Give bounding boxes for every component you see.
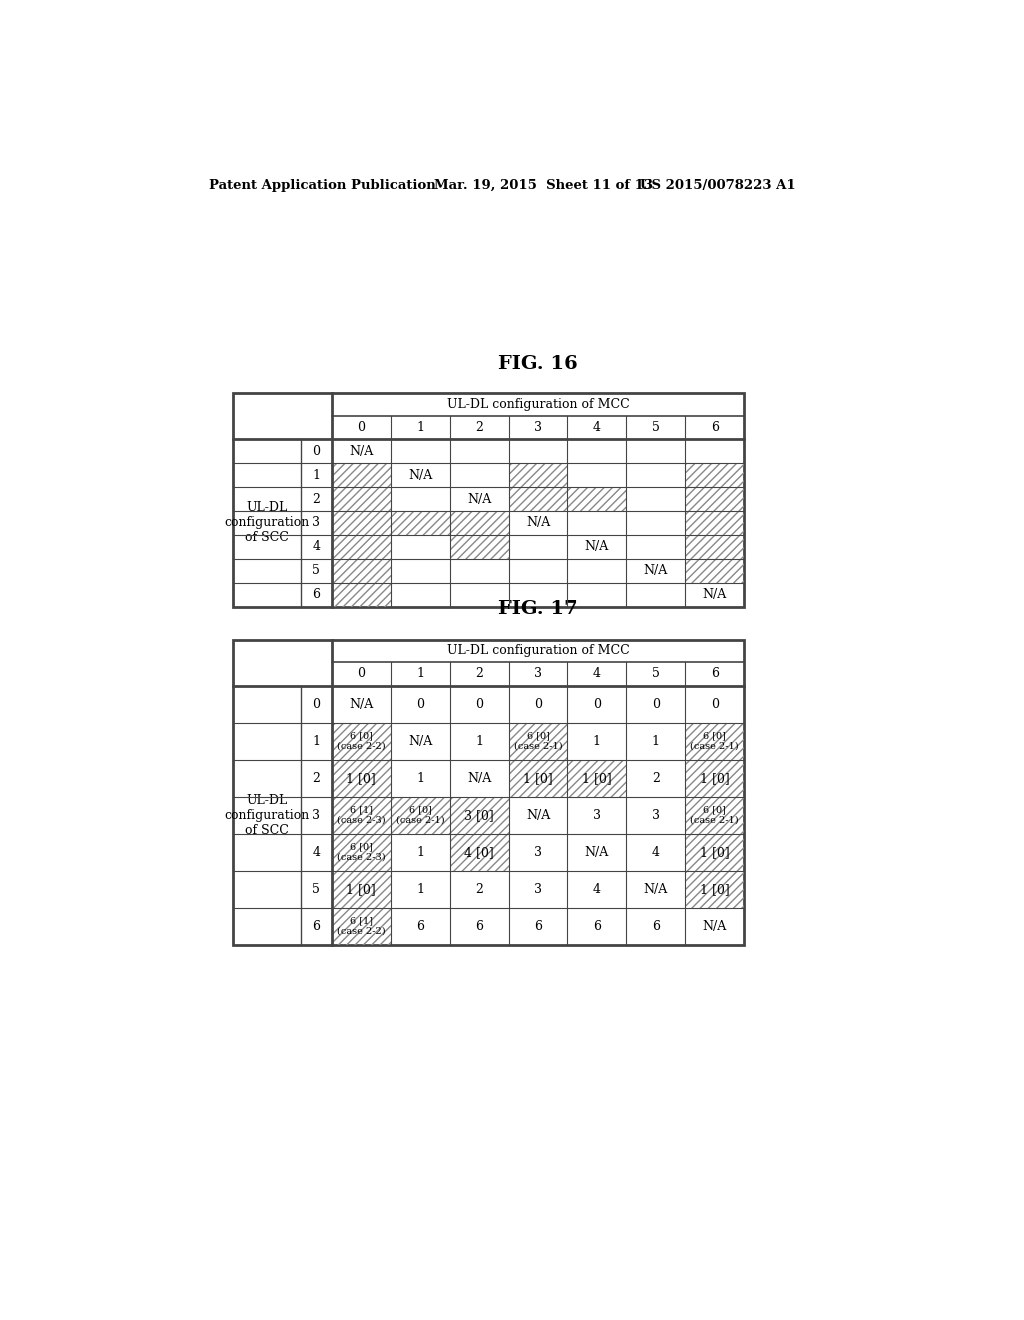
Text: 3 [0]: 3 [0]	[464, 809, 494, 822]
Bar	[567, 487, 627, 511]
Bar	[332, 760, 391, 797]
Text: 4: 4	[312, 540, 321, 553]
Text: 6: 6	[416, 920, 424, 933]
Bar	[509, 487, 567, 511]
Text: 5: 5	[312, 564, 321, 577]
Text: 6: 6	[651, 920, 659, 933]
Bar	[332, 723, 391, 760]
Text: N/A: N/A	[408, 469, 432, 482]
Bar	[685, 463, 744, 487]
Text: 2: 2	[312, 492, 321, 506]
Text: 4: 4	[593, 883, 601, 896]
Bar	[509, 723, 567, 760]
Text: N/A: N/A	[408, 735, 432, 748]
Bar	[332, 463, 391, 487]
Text: 6: 6	[711, 421, 719, 434]
Bar	[685, 723, 744, 760]
Text: N/A: N/A	[467, 492, 492, 506]
Bar	[685, 760, 744, 797]
Text: 6 [0]
(case 2-1): 6 [0] (case 2-1)	[396, 805, 444, 825]
Text: 4: 4	[651, 846, 659, 859]
Bar	[391, 511, 450, 535]
Text: 1: 1	[475, 735, 483, 748]
Text: 1 [0]: 1 [0]	[699, 772, 729, 785]
Text: 6: 6	[475, 920, 483, 933]
Text: N/A: N/A	[644, 883, 668, 896]
Text: 6: 6	[534, 920, 542, 933]
Text: 6 [1]
(case 2-2): 6 [1] (case 2-2)	[337, 916, 386, 936]
Text: N/A: N/A	[526, 809, 550, 822]
Bar	[450, 535, 509, 558]
Text: Mar. 19, 2015  Sheet 11 of 13: Mar. 19, 2015 Sheet 11 of 13	[434, 178, 653, 191]
Text: 1 [0]: 1 [0]	[346, 883, 376, 896]
Text: 4: 4	[312, 846, 321, 859]
Text: N/A: N/A	[644, 564, 668, 577]
Text: 3: 3	[534, 846, 542, 859]
Text: 1: 1	[312, 735, 321, 748]
Text: N/A: N/A	[467, 772, 492, 785]
Text: 6 [0]
(case 2-1): 6 [0] (case 2-1)	[514, 731, 562, 751]
Bar	[685, 871, 744, 908]
Text: 4: 4	[593, 421, 601, 434]
Text: 6 [1]
(case 2-3): 6 [1] (case 2-3)	[337, 805, 386, 825]
Bar	[332, 487, 391, 511]
Text: 4: 4	[593, 668, 601, 680]
Bar	[450, 797, 509, 834]
Text: N/A: N/A	[702, 920, 727, 933]
Text: 1: 1	[593, 735, 601, 748]
Text: 6 [0]
(case 2-3): 6 [0] (case 2-3)	[337, 842, 386, 862]
Text: 6: 6	[312, 920, 321, 933]
Text: N/A: N/A	[585, 846, 609, 859]
Text: 1 [0]: 1 [0]	[582, 772, 611, 785]
Bar	[232, 640, 744, 945]
Bar	[509, 760, 567, 797]
Text: 0: 0	[312, 445, 321, 458]
Text: 3: 3	[593, 809, 601, 822]
Text: 0: 0	[357, 421, 366, 434]
Bar	[685, 487, 744, 511]
Text: 6: 6	[593, 920, 601, 933]
Text: UL-DL configuration of MCC: UL-DL configuration of MCC	[446, 397, 630, 411]
Bar	[332, 871, 391, 908]
Text: UL-DL configuration of MCC: UL-DL configuration of MCC	[446, 644, 630, 657]
Bar	[332, 511, 391, 535]
Bar	[332, 908, 391, 945]
Bar	[332, 582, 391, 607]
Text: 5: 5	[312, 883, 321, 896]
Text: 1: 1	[416, 668, 424, 680]
Text: 1: 1	[416, 883, 424, 896]
Text: 3: 3	[312, 516, 321, 529]
Text: 6: 6	[312, 589, 321, 601]
Bar	[567, 760, 627, 797]
Text: 2: 2	[475, 883, 483, 896]
Text: 0: 0	[416, 698, 424, 711]
Bar	[232, 393, 744, 607]
Text: 3: 3	[534, 421, 542, 434]
Text: N/A: N/A	[349, 698, 374, 711]
Bar	[685, 558, 744, 582]
Text: 4 [0]: 4 [0]	[464, 846, 494, 859]
Text: 1 [0]: 1 [0]	[346, 772, 376, 785]
Text: 0: 0	[357, 668, 366, 680]
Bar	[685, 511, 744, 535]
Text: 1 [0]: 1 [0]	[699, 846, 729, 859]
Bar	[332, 558, 391, 582]
Bar	[332, 797, 391, 834]
Text: US 2015/0078223 A1: US 2015/0078223 A1	[640, 178, 795, 191]
Text: 3: 3	[312, 809, 321, 822]
Bar	[685, 797, 744, 834]
Bar	[450, 511, 509, 535]
Text: N/A: N/A	[585, 540, 609, 553]
Text: 0: 0	[593, 698, 601, 711]
Text: 1: 1	[416, 421, 424, 434]
Text: 2: 2	[312, 772, 321, 785]
Text: 2: 2	[475, 421, 483, 434]
Text: 0: 0	[651, 698, 659, 711]
Text: 1: 1	[416, 846, 424, 859]
Bar	[509, 463, 567, 487]
Text: FIG. 16: FIG. 16	[498, 355, 578, 374]
Text: 1 [0]: 1 [0]	[699, 883, 729, 896]
Text: 5: 5	[652, 421, 659, 434]
Text: 3: 3	[651, 809, 659, 822]
Text: 3: 3	[534, 668, 542, 680]
